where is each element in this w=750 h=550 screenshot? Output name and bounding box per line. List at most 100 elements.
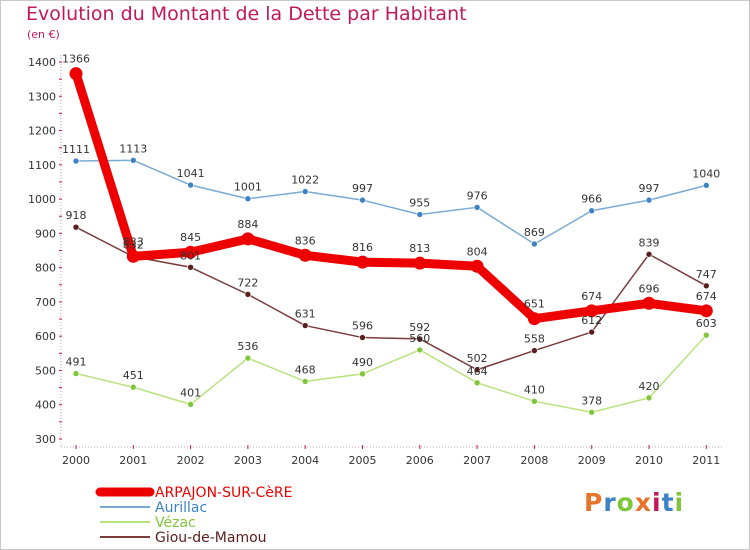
data-label: 468 xyxy=(295,363,316,376)
y-tick-label: 400 xyxy=(35,399,56,412)
legend-label: Giou-de-Mamou xyxy=(155,530,267,546)
data-label: 1366 xyxy=(62,53,90,66)
data-point xyxy=(585,304,599,318)
data-label: 1040 xyxy=(692,167,720,180)
data-point xyxy=(244,354,252,362)
y-tick-label: 500 xyxy=(35,364,56,377)
data-label: 833 xyxy=(123,235,144,248)
data-point xyxy=(356,255,369,269)
data-point xyxy=(702,331,710,339)
legend-label: ARPAJON-SUR-CèRE xyxy=(155,485,292,501)
data-point xyxy=(301,322,309,329)
x-tick-label: 2011 xyxy=(692,454,720,467)
data-point xyxy=(416,346,424,354)
data-point xyxy=(359,334,366,341)
data-point xyxy=(244,291,252,298)
data-label: 696 xyxy=(639,282,660,295)
data-point xyxy=(531,347,538,354)
data-label: 1022 xyxy=(291,174,319,187)
y-tick-label: 1400 xyxy=(28,56,56,69)
data-label: 502 xyxy=(467,352,488,365)
data-label: 410 xyxy=(524,383,545,396)
data-point xyxy=(130,383,137,391)
series-line xyxy=(71,69,711,324)
data-label: 1001 xyxy=(234,181,262,194)
series-line xyxy=(75,226,708,371)
data-label: 420 xyxy=(639,380,660,393)
data-point xyxy=(416,211,424,218)
data-label: 558 xyxy=(524,333,545,346)
data-label: 1041 xyxy=(177,167,205,180)
data-point xyxy=(241,232,255,246)
x-tick-label: 2008 xyxy=(520,454,548,467)
data-point xyxy=(359,196,366,204)
data-label: 869 xyxy=(524,226,545,239)
y-tick-label: 1000 xyxy=(28,193,56,206)
data-point xyxy=(527,312,541,326)
data-label: 997 xyxy=(352,182,373,195)
data-label: 651 xyxy=(524,298,545,311)
data-label: 592 xyxy=(409,321,430,334)
x-tick-label: 2001 xyxy=(119,454,147,467)
data-label: 674 xyxy=(581,290,602,303)
data-label: 378 xyxy=(581,394,602,407)
proxiti-logo: Proxiti xyxy=(584,488,685,517)
data-point xyxy=(359,370,366,378)
data-label: 491 xyxy=(66,356,87,369)
data-point xyxy=(72,370,80,377)
data-label: 451 xyxy=(123,369,144,382)
data-label: 884 xyxy=(237,218,258,231)
data-point xyxy=(72,223,80,231)
data-point xyxy=(187,401,194,408)
data-point xyxy=(416,335,424,343)
y-tick-label: 1100 xyxy=(28,159,56,172)
data-label: 804 xyxy=(467,245,488,258)
data-label: 612 xyxy=(581,314,602,327)
data-label: 464 xyxy=(467,365,488,378)
data-point xyxy=(473,204,481,211)
data-point xyxy=(126,249,140,263)
data-point xyxy=(187,181,194,189)
data-point xyxy=(187,263,194,271)
axes: 300 400 500 600 700 800 900 1000 1100 1200 1300 140… xyxy=(28,55,722,467)
data-point xyxy=(244,195,252,203)
data-point xyxy=(470,259,484,273)
data-label: 747 xyxy=(696,268,717,281)
legend-label: Vézac xyxy=(155,515,196,531)
legend-item: Aurillac xyxy=(100,500,207,516)
legend-label: Aurillac xyxy=(155,500,207,516)
y-tick-label: 1200 xyxy=(28,125,56,138)
data-label: 918 xyxy=(66,209,87,222)
data-point xyxy=(531,240,538,248)
x-tick-label: 2010 xyxy=(635,454,663,467)
data-point xyxy=(645,196,653,204)
y-tick-label: 800 xyxy=(35,262,56,275)
data-point xyxy=(298,248,312,262)
data-point xyxy=(702,182,710,189)
data-point xyxy=(702,282,710,290)
data-label: 845 xyxy=(180,231,201,244)
y-tick-label: 900 xyxy=(35,227,56,240)
series-arpajon-sur-c-re xyxy=(69,67,713,326)
data-point xyxy=(301,188,309,195)
data-label: 955 xyxy=(409,197,430,210)
x-tick-label: 2005 xyxy=(349,454,377,467)
y-tick-label: 1300 xyxy=(28,90,56,103)
data-label: 997 xyxy=(639,182,660,195)
data-label: 401 xyxy=(180,386,201,399)
data-label: 839 xyxy=(639,236,660,249)
data-label: 674 xyxy=(696,290,717,303)
data-label: 490 xyxy=(352,356,373,369)
data-point xyxy=(413,256,427,270)
data-label: 836 xyxy=(295,234,316,247)
data-label: 560 xyxy=(409,332,430,345)
data-label: 816 xyxy=(352,241,373,254)
data-point xyxy=(130,157,137,164)
series-line xyxy=(75,159,708,245)
x-tick-label: 2006 xyxy=(406,454,434,467)
y-tick-label: 600 xyxy=(35,330,56,343)
x-tick-label: 2004 xyxy=(291,454,319,467)
x-tick-label: 2000 xyxy=(62,454,90,467)
